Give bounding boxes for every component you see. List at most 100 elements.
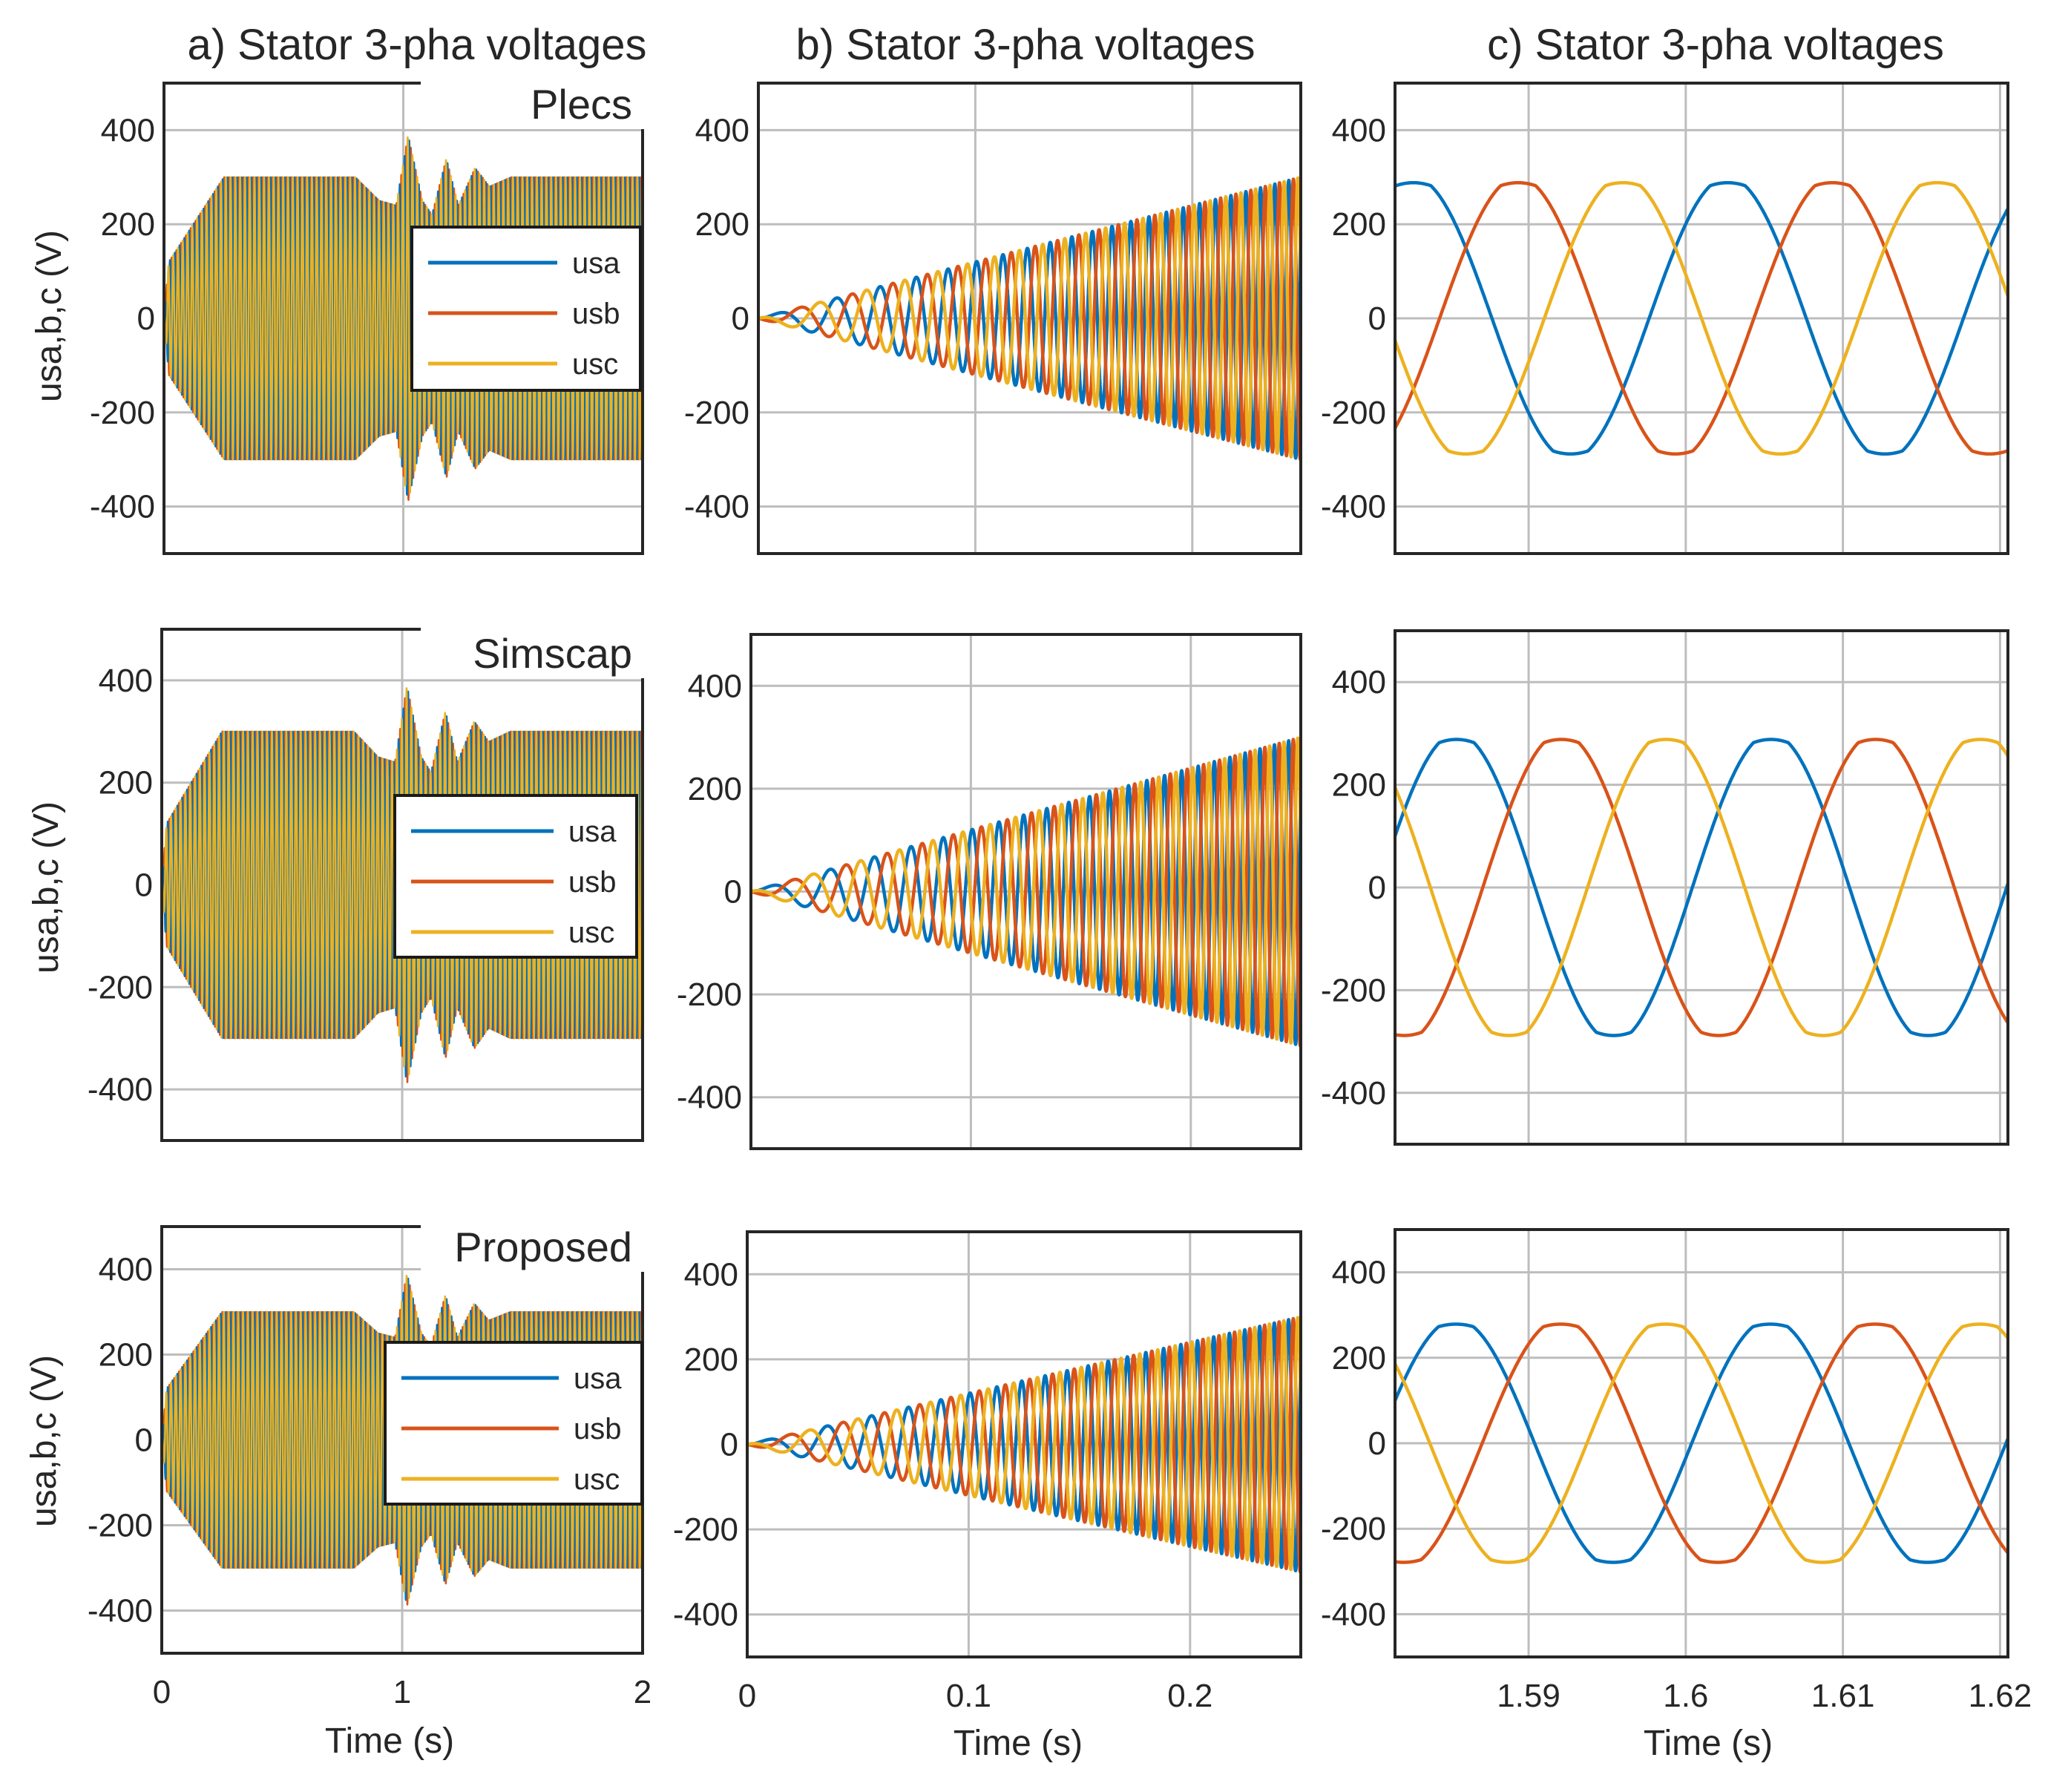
model-tag-bg <box>421 77 658 129</box>
y-tick-label: -400 <box>1321 489 1386 525</box>
series-line-usc <box>758 176 1301 459</box>
series-line-usa <box>1395 1322 2008 1564</box>
legend-label-usb: usb <box>574 1413 622 1445</box>
legend-label-usc: usc <box>572 348 618 381</box>
column-title-c: c) Stator 3-pha voltages <box>1487 21 1944 69</box>
y-tick-label: -200 <box>1321 972 1386 1008</box>
y-tick-label: -200 <box>684 395 749 431</box>
y-tick-label: -400 <box>88 1593 153 1629</box>
panel-b-plecs: -400 -200 0 200 400 <box>684 82 1302 555</box>
panel-c-simscap: -400 -200 0 200 400 <box>1321 629 2009 1146</box>
y-tick-label: 200 <box>99 1337 153 1373</box>
legend-label-usa: usa <box>574 1362 622 1395</box>
legend-label-usc: usc <box>574 1463 620 1496</box>
model-tag-bg <box>421 626 658 678</box>
y-axis-label-row-1: usa,b,c (V) <box>30 230 69 402</box>
axes-box <box>1394 1228 2009 1658</box>
y-tick-label: 200 <box>99 765 153 801</box>
y-tick-label: -400 <box>90 489 155 525</box>
x-tick-label: 2 <box>634 1674 652 1710</box>
y-axis-label-row-2: usa,b,c (V) <box>27 801 66 974</box>
y-tick-label: -400 <box>684 489 749 525</box>
x-tick-label: 0.2 <box>1167 1678 1212 1714</box>
y-tick-label: 400 <box>695 112 749 148</box>
series-line-usc <box>1395 1322 2008 1564</box>
axes-box <box>163 82 644 555</box>
series-group <box>758 176 1301 462</box>
x-tick-label: 1.62 <box>1969 1678 2032 1714</box>
series-line-usc <box>747 1316 1301 1572</box>
axes-box <box>160 628 644 1142</box>
y-tick-label: 400 <box>684 1256 738 1293</box>
y-tick-label: 200 <box>688 771 742 807</box>
column-title-b: b) Stator 3-pha voltages <box>795 21 1255 69</box>
y-tick-label: -400 <box>1321 1596 1386 1632</box>
legend: usa usb usc <box>393 794 638 959</box>
x-axis-label-c: Time (s) <box>1644 1724 1773 1763</box>
axes-box <box>749 633 1302 1150</box>
x-tick-label: 0.1 <box>946 1678 991 1714</box>
x-tick-label: 1.6 <box>1663 1678 1708 1714</box>
y-tick-label: 200 <box>684 1342 738 1378</box>
model-tag-bg <box>421 1220 658 1272</box>
series-group <box>747 1316 1301 1574</box>
series-line-usb <box>758 177 1301 462</box>
series-group <box>1395 1322 2008 1564</box>
y-tick-label: -400 <box>1321 1075 1386 1112</box>
panel-b-simscap: -400 -200 0 200 400 <box>677 633 1302 1150</box>
x-tick-label: 0 <box>738 1678 756 1714</box>
series-line-usb <box>1395 738 2008 1037</box>
y-tick-label: 0 <box>135 867 153 904</box>
x-axis-label-a: Time (s) <box>325 1722 454 1761</box>
axes-box <box>746 1230 1302 1658</box>
y-tick-label: 400 <box>99 1252 153 1288</box>
legend-label-usb: usb <box>568 866 617 899</box>
series-line-usc <box>751 736 1301 1045</box>
y-tick-label: 0 <box>137 301 155 337</box>
y-tick-label: 200 <box>101 206 155 243</box>
x-tick-label: 0 <box>153 1674 171 1710</box>
series-line-usc <box>1395 180 2008 456</box>
y-tick-label: 200 <box>695 206 749 243</box>
y-tick-label: 0 <box>1368 1425 1386 1462</box>
panel-a-proposed: -400 -200 0 200 400 0 1 2 Proposed usa usb usc <box>88 1220 658 1710</box>
y-tick-label: 400 <box>1332 112 1386 148</box>
panel-c-proposed: -400 -200 0 200 400 1.59 1.6 1.61 1.62 <box>1321 1228 2032 1714</box>
x-tick-label: 1.59 <box>1497 1678 1560 1714</box>
y-tick-label: -200 <box>88 1508 153 1544</box>
y-tick-label: -400 <box>88 1071 153 1108</box>
y-tick-label: -200 <box>88 969 153 1005</box>
legend-label-usb: usb <box>572 298 620 330</box>
panels: -400-2000200400Plecsusausbusc-400-200020… <box>88 77 2032 1714</box>
series-line-usc <box>1395 738 2008 1037</box>
y-tick-label: 200 <box>1332 1340 1386 1376</box>
series-line-usc <box>162 687 643 1076</box>
axes-box <box>1394 629 2009 1146</box>
y-tick-label: -400 <box>677 1080 742 1116</box>
series-line-usb <box>751 738 1301 1048</box>
y-tick-label: 0 <box>724 874 742 910</box>
y-tick-label: 0 <box>1368 301 1386 337</box>
model-tag: Plecs <box>531 81 632 128</box>
y-tick-label: -200 <box>1321 1511 1386 1547</box>
y-tick-label: -200 <box>677 977 742 1013</box>
column-title-a: a) Stator 3-pha voltages <box>187 21 646 69</box>
series-group <box>751 736 1301 1048</box>
y-tick-label: 0 <box>732 301 749 337</box>
y-tick-label: 0 <box>1368 870 1386 906</box>
series-line-usb <box>1395 180 2008 456</box>
panel-b-proposed: -400 -200 0 200 400 0 0.1 0.2 <box>673 1230 1302 1714</box>
legend-label-usa: usa <box>568 815 617 848</box>
x-axis-label-b: Time (s) <box>954 1724 1083 1763</box>
y-tick-label: -200 <box>1321 395 1386 431</box>
y-axis-label-row-3: usa,b,c (V) <box>24 1355 64 1527</box>
series-line-usc <box>162 1274 643 1599</box>
x-tick-label: 1.61 <box>1811 1678 1875 1714</box>
x-tick-label: 1 <box>393 1674 411 1710</box>
y-tick-label: 0 <box>721 1427 738 1463</box>
y-tick-label: -200 <box>673 1512 738 1548</box>
series-line-usb <box>747 1316 1301 1574</box>
legend: usa usb usc <box>410 226 642 392</box>
y-tick-label: 400 <box>688 668 742 704</box>
